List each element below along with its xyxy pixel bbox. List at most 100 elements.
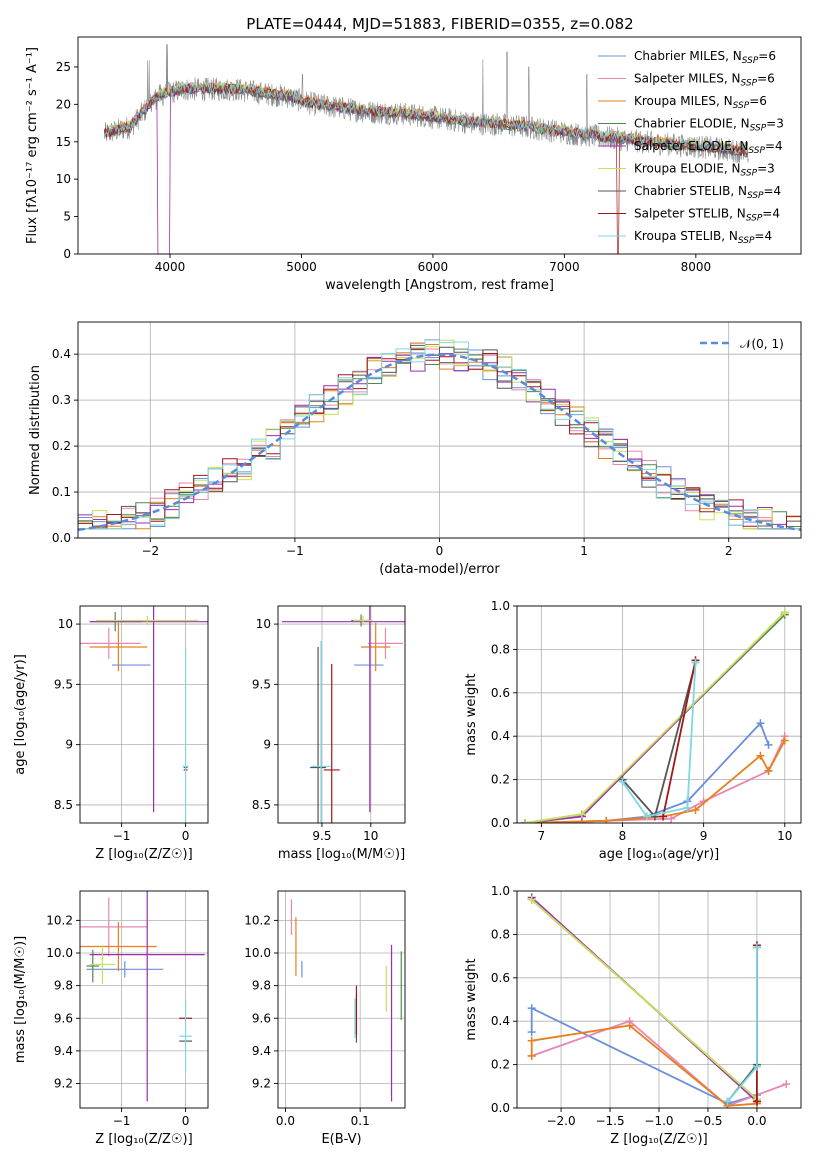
tick-label-x: 0 bbox=[436, 544, 444, 558]
tick-label-y: 0.0 bbox=[52, 531, 71, 545]
x-axis-label: age [log₁₀(age/yr)] bbox=[599, 847, 720, 862]
series-marker bbox=[527, 1051, 536, 1060]
tick-label-x: −1.0 bbox=[644, 1114, 673, 1128]
tick-label-y: 8.5 bbox=[54, 798, 73, 812]
series-line-salpeter-stelib bbox=[662, 660, 697, 817]
errorbar-salpeter-miles bbox=[80, 627, 141, 660]
panel-massweight-vs-z: −2.0 −1.5 −1.0 −0.5 0.0 0.0 0.2 0.4 0.6 0.8 1.0 Z [… bbox=[464, 884, 802, 1147]
plot-area-mass-vs-z bbox=[80, 891, 205, 1102]
tick-label-y: 0.4 bbox=[52, 347, 71, 361]
series-marker bbox=[780, 736, 789, 745]
series-marker bbox=[602, 816, 611, 823]
x-axis-label: mass [log₁₀(M/M☉)] bbox=[278, 847, 405, 862]
errorbar-salpeter-elodie bbox=[281, 606, 405, 813]
series-marker bbox=[691, 658, 700, 667]
legend-label: Salpeter ELODIE, NSSP=4 bbox=[634, 139, 783, 156]
tick-label-x: −1.5 bbox=[595, 1114, 624, 1128]
errorbar-kroupa-elodie bbox=[89, 944, 116, 984]
axes-frame bbox=[77, 36, 802, 255]
series-marker bbox=[756, 751, 765, 760]
tick-label-y: 20 bbox=[56, 97, 71, 111]
plot-area-spectrum bbox=[103, 43, 749, 254]
tick-label-x: −1 bbox=[113, 829, 131, 843]
tick-label-y: 9 bbox=[65, 738, 73, 752]
figure-title: PLATE=0444, MJD=51883, FIBERID=0355, z=0… bbox=[246, 15, 633, 33]
tick-label-y: 0.8 bbox=[491, 642, 510, 656]
panel-age-vs-z: −1 0 8.5 9 9.5 10 Z [log₁₀(Z/Z☉)] age [log₁₀(ag… bbox=[13, 605, 209, 862]
plot-area-age-vs-z bbox=[80, 606, 208, 823]
errorbar-kroupa-miles bbox=[361, 622, 391, 672]
series-marker bbox=[683, 803, 692, 812]
series-marker bbox=[521, 819, 530, 823]
axes-frame bbox=[79, 890, 209, 1109]
panel-mass-vs-ebv: 0.0 0.1 9.2 9.4 9.6 9.8 10.0 10.2 E(B-V) bbox=[244, 890, 406, 1147]
series-marker bbox=[625, 1021, 634, 1030]
tick-label-y: 0.4 bbox=[491, 729, 510, 743]
series-marker bbox=[782, 1080, 791, 1089]
plot-area-mass-vs-ebv bbox=[290, 899, 402, 1102]
tick-label-y: 9.4 bbox=[54, 1044, 73, 1058]
y-axis-label: age [log₁₀(age/yr)] bbox=[13, 654, 28, 775]
grid-mass-vs-ebv bbox=[278, 891, 405, 1108]
axes-frame bbox=[79, 605, 209, 824]
tick-label-y: 1.0 bbox=[491, 884, 510, 898]
tick-label-y: 10 bbox=[256, 617, 271, 631]
tick-label-x: 7000 bbox=[549, 260, 580, 274]
series-marker bbox=[764, 740, 773, 749]
x-axis-label: Z [log₁₀(Z/Z☉)] bbox=[95, 1132, 192, 1147]
errorbar-kroupa-miles bbox=[80, 922, 157, 971]
axes-frame bbox=[516, 605, 802, 824]
y-axis-label: mass [log₁₀(M/M☉)] bbox=[13, 936, 28, 1063]
legend-label: Chabrier STELIB, NSSP=4 bbox=[634, 184, 781, 201]
normal-reference-curve bbox=[78, 353, 801, 532]
errorbar-kroupa-elodie bbox=[96, 615, 199, 626]
tick-label-x: 0 bbox=[182, 829, 190, 843]
tick-label-y: 0.0 bbox=[491, 1101, 510, 1115]
tick-label-y: 9.2 bbox=[54, 1077, 73, 1091]
tick-label-y: 9.6 bbox=[252, 1011, 271, 1025]
tick-label-x: 9.5 bbox=[312, 829, 331, 843]
x-axis-label: Z [log₁₀(Z/Z☉)] bbox=[610, 1132, 707, 1147]
errorbar-kroupa-stelib bbox=[179, 1000, 192, 1073]
plot-area-age-vs-mass bbox=[281, 606, 405, 823]
legend-spectrum: Chabrier MILES, NSSP=6 Salpeter MILES, NS… bbox=[598, 49, 784, 246]
panel-mass-vs-z: −1 0 9.2 9.4 9.6 9.8 10.0 10.2 Z [log₁₀(Z/Z☉)] ma… bbox=[13, 890, 209, 1147]
tick-label-y: 0.6 bbox=[491, 686, 510, 700]
errorbar-salpeter-stelib bbox=[323, 663, 340, 823]
panel-massweight-vs-age: 7 8 9 10 0.0 0.2 0.4 0.6 0.8 1.0 age [log₁₀(age/yr… bbox=[464, 599, 802, 862]
tick-label-y: 8.5 bbox=[252, 798, 271, 812]
tick-label-y: 9.5 bbox=[54, 677, 73, 691]
tick-label-y: 0.3 bbox=[52, 393, 71, 407]
series-marker bbox=[527, 895, 536, 904]
tick-label-y: 25 bbox=[56, 60, 71, 74]
panel-age-vs-mass: 9.5 10 8.5 9 9.5 10 mass [log₁₀(M/M☉)] bbox=[252, 605, 406, 862]
plot-area-residuals bbox=[78, 339, 801, 532]
y-axis-label: mass weight bbox=[464, 958, 479, 1040]
tick-label-y: 0 bbox=[63, 247, 71, 261]
tick-label-y: 9.5 bbox=[252, 677, 271, 691]
tick-label-x: 1 bbox=[580, 544, 588, 558]
tick-label-x: 6000 bbox=[418, 260, 449, 274]
x-axis-label: (data-model)/error bbox=[379, 562, 500, 577]
errorbar-salpeter-elodie bbox=[89, 891, 205, 1102]
errorbar-kroupa-miles bbox=[89, 622, 148, 672]
series-marker bbox=[667, 814, 676, 823]
series-line-kroupa-elodie bbox=[531, 899, 758, 1100]
legend-label: 𝒩(0, 1) bbox=[740, 337, 784, 351]
series-marker bbox=[752, 943, 761, 952]
tick-label-x: 0.1 bbox=[351, 1114, 370, 1128]
errorbar-chabrier-stelib bbox=[310, 646, 327, 823]
series-line-chabrier-miles bbox=[530, 1006, 758, 1105]
model-spectrum-kroupa-stelib bbox=[103, 81, 749, 155]
tick-label-y: 9.6 bbox=[54, 1011, 73, 1025]
x-axis-label: wavelength [Angstrom, rest frame] bbox=[325, 278, 554, 293]
panel-spectrum: 4000 5000 6000 7000 8000 0 5 10 15 20 25 wavelength… bbox=[25, 36, 802, 293]
series-marker bbox=[780, 608, 789, 617]
legend-label: Kroupa MILES, NSSP=6 bbox=[634, 94, 767, 111]
series-marker bbox=[642, 812, 651, 821]
errorbar-kroupa-stelib bbox=[182, 648, 189, 823]
y-axis-label: mass weight bbox=[464, 673, 479, 755]
y-axis-label: Normed distribution bbox=[28, 365, 43, 495]
tick-label-y: 0.2 bbox=[52, 439, 71, 453]
